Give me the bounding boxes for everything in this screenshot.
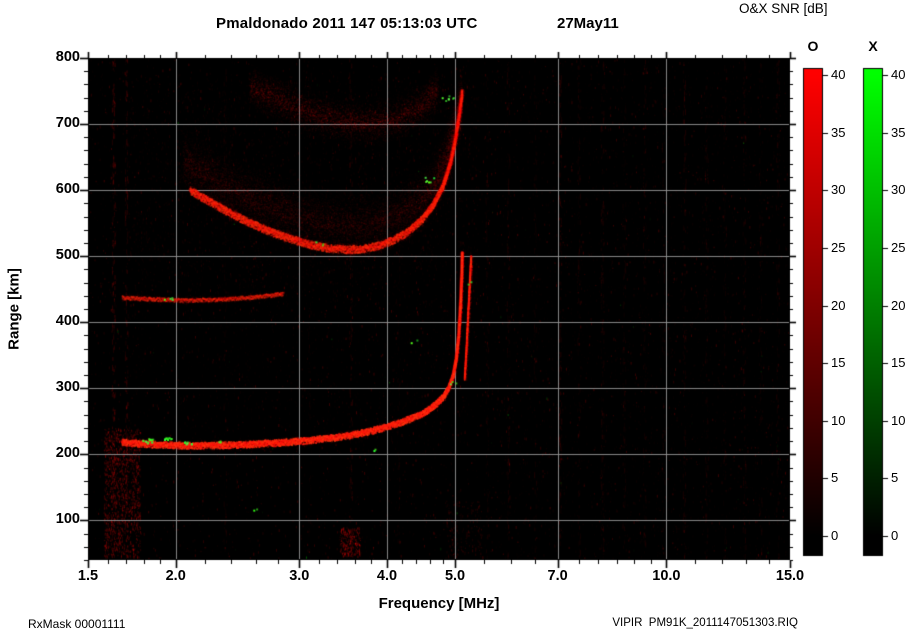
o-colorbar-tick-label: 40 bbox=[831, 67, 846, 82]
x-axis-tick-label: 7.0 bbox=[547, 568, 568, 584]
o-colorbar-tick-label: 5 bbox=[831, 470, 839, 486]
y-axis-tick-label: 300 bbox=[55, 379, 80, 396]
o-colorbar-tick-label: 30 bbox=[831, 182, 846, 198]
x-colorbar-tick-label: 20 bbox=[891, 297, 906, 313]
plot-date: 27May11 bbox=[557, 15, 619, 32]
colorbar-x-mode-label: X bbox=[868, 38, 878, 54]
colorbar-header: O&X SNR [dB] bbox=[739, 1, 828, 16]
y-axis-tick-label: 700 bbox=[55, 115, 80, 132]
x-axis-tick-label: 3.0 bbox=[289, 568, 310, 584]
y-axis-tick-label: 100 bbox=[55, 511, 80, 528]
x-colorbar-tick-label: 25 bbox=[891, 239, 906, 255]
x-colorbar-tick-label: 15 bbox=[891, 355, 906, 371]
y-axis-tick-label: 200 bbox=[55, 445, 80, 462]
y-axis-title: Range [km] bbox=[5, 268, 23, 350]
x-axis-tick-label: 15.0 bbox=[775, 568, 805, 584]
x-colorbar-tick-label: 40 bbox=[891, 67, 906, 82]
x-axis-tick-label: 4.0 bbox=[376, 568, 398, 584]
rxmask-annotation: RxMask 00001111 bbox=[28, 617, 126, 631]
y-axis-tick-label: 400 bbox=[55, 313, 80, 330]
x-axis-tick-label: 5.0 bbox=[444, 568, 466, 584]
plot-title: Pmaldonado 2011 147 05:13:03 UTC bbox=[216, 15, 478, 32]
o-colorbar-tick-label: 0 bbox=[831, 528, 839, 543]
x-colorbar-tick-label: 0 bbox=[891, 528, 899, 543]
y-axis-tick-label: 800 bbox=[55, 49, 80, 65]
x-axis-title: Frequency [MHz] bbox=[378, 595, 500, 612]
y-axis-tick-label: 500 bbox=[55, 247, 80, 264]
x-colorbar-tick-label: 10 bbox=[891, 412, 906, 428]
x-colorbar-tick-label: 5 bbox=[891, 470, 899, 486]
x-axis-tick-label: 1.5 bbox=[77, 568, 99, 584]
o-colorbar-tick-label: 10 bbox=[831, 412, 846, 428]
o-colorbar-tick-label: 15 bbox=[831, 355, 846, 371]
o-colorbar-tick-label: 20 bbox=[831, 297, 846, 313]
y-axis-tick-label: 600 bbox=[55, 181, 80, 198]
o-colorbar-tick-label: 25 bbox=[831, 239, 846, 255]
x-colorbar-tick-label: 35 bbox=[891, 124, 906, 140]
x-colorbar-tick-label: 30 bbox=[891, 182, 906, 198]
colorbar-o-mode-label: O bbox=[807, 38, 819, 54]
data-file-annotation: VIPIR PM91K_2011147051303.RIQ bbox=[612, 617, 798, 629]
x-axis-tick-label: 2.0 bbox=[165, 568, 186, 584]
x-axis-tick-label: 10.0 bbox=[652, 568, 681, 584]
o-colorbar-tick-label: 35 bbox=[831, 124, 846, 140]
